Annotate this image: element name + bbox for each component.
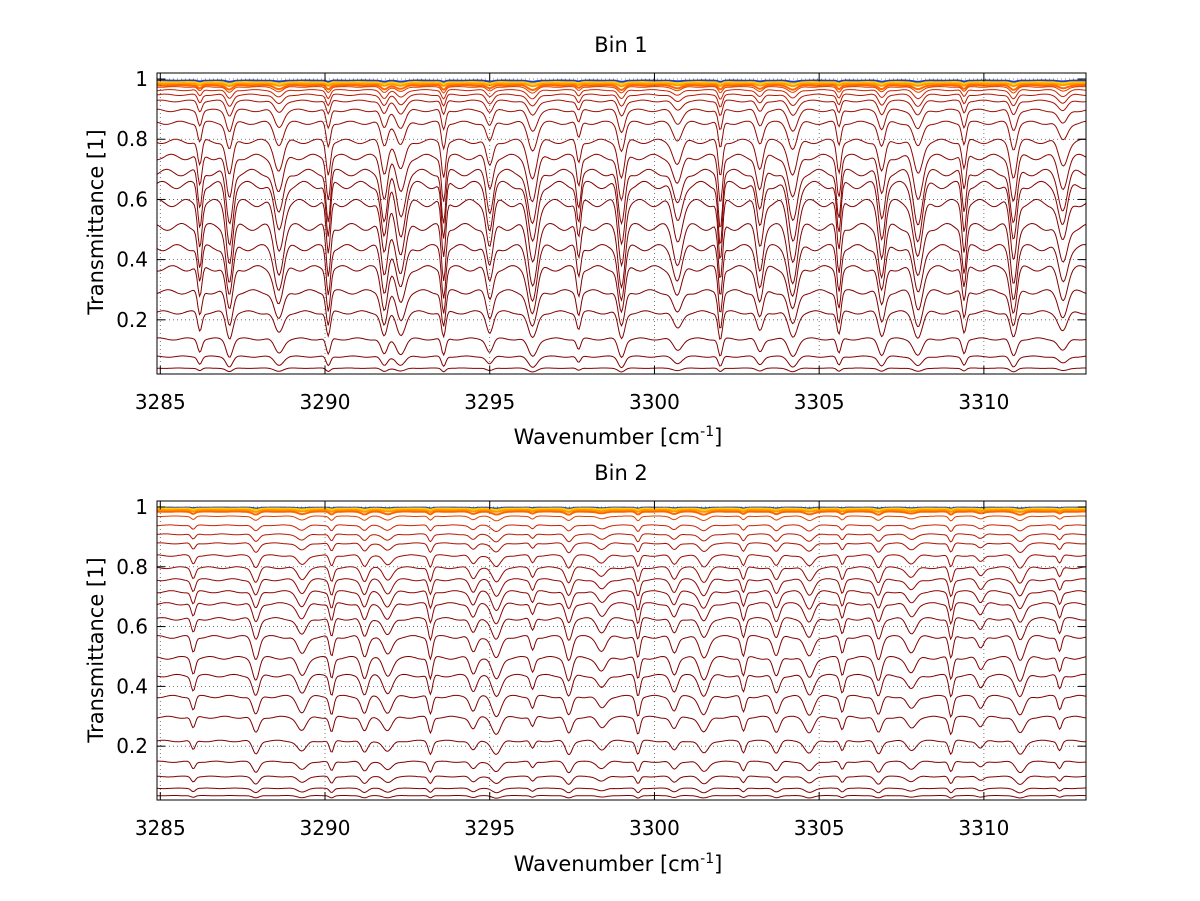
series-line: [156, 289, 1087, 329]
series-line: [156, 602, 1087, 625]
y-tick-label: 0.2: [116, 308, 148, 332]
series-line: [156, 787, 1086, 794]
series-line: [157, 81, 1086, 86]
y-axis-label: Transmittance [1]: [84, 129, 108, 315]
series-line: [157, 524, 1087, 533]
series-line: [156, 83, 1087, 92]
y-tick-label: 0.8: [116, 127, 148, 151]
plot-area: [156, 72, 1087, 375]
series-line: [156, 715, 1087, 736]
x-tick-label: 3295: [464, 816, 515, 840]
x-tick-label: 3310: [958, 390, 1009, 414]
series-line: [156, 566, 1087, 584]
series-line: [157, 89, 1087, 100]
series-line: [156, 367, 1086, 373]
ticks: 3285 3290 3295 3300 3305 3310 0.2 0.4 0.6 0.8 1: [116, 495, 1086, 840]
x-tick-label: 3300: [629, 816, 680, 840]
grid: [157, 501, 1086, 800]
series-line: [156, 554, 1087, 569]
y-tick-label: 0.4: [116, 674, 148, 698]
series-line: [156, 82, 1086, 88]
series-line: [157, 794, 1086, 799]
series-line: [156, 739, 1086, 756]
y-tick-label: 1: [135, 495, 148, 519]
y-tick-label: 0.4: [116, 248, 148, 272]
x-tick-label: 3285: [135, 816, 186, 840]
series-group: [156, 506, 1087, 799]
chart-title: Bin 2: [594, 461, 648, 485]
series-line: [156, 578, 1087, 598]
series-line: [156, 265, 1087, 315]
series-line: [156, 244, 1087, 303]
x-tick-label: 3300: [629, 390, 680, 414]
series-line: [156, 99, 1087, 117]
series-line: [156, 222, 1087, 290]
series-line: [157, 508, 1087, 514]
chart-title: Bin 1: [594, 33, 648, 57]
series-line: [156, 515, 1087, 522]
series-line: [156, 153, 1087, 203]
ticks: 3285 3290 3295 3300 3305 3310 0.2 0.4 0.6 0.8 1: [116, 67, 1086, 414]
series-line: [156, 310, 1086, 340]
y-axis-label: Transmittance [1]: [84, 557, 108, 743]
series-line: [156, 168, 1087, 228]
series-line: [156, 533, 1087, 543]
series-line: [157, 635, 1087, 662]
x-axis-label: Wavenumber [cm-1]: [514, 851, 723, 876]
series-line: [157, 507, 1086, 511]
y-tick-label: 0.6: [116, 187, 148, 211]
series-line: [156, 673, 1087, 698]
series-line: [156, 93, 1087, 108]
series-line: [156, 542, 1087, 554]
y-tick-label: 0.8: [116, 555, 148, 579]
x-tick-label: 3290: [300, 816, 351, 840]
y-tick-label: 1: [135, 67, 148, 91]
x-axis-label: Wavenumber [cm-1]: [514, 424, 723, 449]
series-line: [156, 108, 1087, 134]
y-tick-label: 0.2: [116, 734, 148, 758]
chart-bin-2: Bin 2 3285 3290 3295 3300 3305 3310 0.2 0.4 0.6 0…: [84, 461, 1087, 876]
plot-area: [156, 500, 1087, 801]
grid: [157, 73, 1086, 374]
x-tick-label: 3310: [958, 816, 1009, 840]
chart-bin-1: Bin 1 3285 3290 3295 3300 3305 3310 0.2 0.4 0.6 0…: [84, 33, 1087, 449]
series-line: [156, 760, 1087, 774]
series-line: [156, 510, 1086, 516]
x-tick-label: 3305: [794, 390, 845, 414]
series-line: [156, 694, 1087, 718]
series-line: [156, 138, 1087, 180]
series-line: [156, 355, 1087, 369]
y-tick-label: 0.6: [116, 615, 148, 639]
series-group: [156, 79, 1087, 373]
series-line: [156, 617, 1087, 642]
x-tick-label: 3285: [135, 390, 186, 414]
series-line: [156, 180, 1087, 247]
series-line: [157, 79, 1086, 83]
series-line: [156, 120, 1087, 153]
series-line: [156, 655, 1087, 682]
series-line: [157, 198, 1087, 268]
x-tick-label: 3295: [464, 390, 515, 414]
series-line: [156, 590, 1087, 612]
series-line: [156, 337, 1087, 359]
x-tick-label: 3290: [300, 390, 351, 414]
x-tick-label: 3305: [794, 816, 845, 840]
series-line: [157, 775, 1087, 785]
series-line: [157, 85, 1087, 94]
